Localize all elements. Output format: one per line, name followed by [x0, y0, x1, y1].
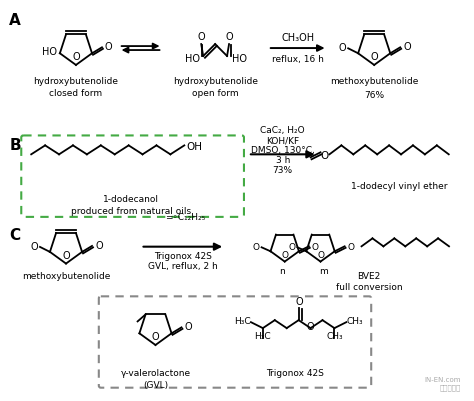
- Text: CH₃: CH₃: [326, 331, 343, 340]
- Text: methoxybutenolide: methoxybutenolide: [22, 271, 110, 280]
- Text: O: O: [403, 42, 411, 52]
- Text: GVL, reflux, 2 h: GVL, reflux, 2 h: [148, 261, 218, 270]
- Text: CH₃OH: CH₃OH: [281, 33, 314, 43]
- Text: O: O: [296, 296, 303, 306]
- Text: γ-valerolactone
(GVL): γ-valerolactone (GVL): [120, 368, 191, 389]
- Text: CaC₂, H₂O: CaC₂, H₂O: [260, 126, 305, 135]
- Text: 1-dodecyl vinyl ether: 1-dodecyl vinyl ether: [351, 182, 447, 190]
- Text: O: O: [312, 242, 319, 251]
- Text: CH₃: CH₃: [346, 316, 363, 325]
- Text: O: O: [317, 250, 324, 259]
- FancyBboxPatch shape: [21, 136, 244, 217]
- Text: BVE2: BVE2: [357, 271, 381, 280]
- Text: O: O: [338, 43, 346, 53]
- Text: O: O: [152, 331, 159, 341]
- Text: HO: HO: [185, 54, 200, 64]
- Text: O: O: [253, 242, 260, 251]
- Text: DMSO, 130°C,: DMSO, 130°C,: [251, 146, 315, 155]
- Text: O: O: [184, 322, 192, 332]
- Text: m: m: [319, 266, 328, 275]
- Text: O: O: [225, 32, 233, 42]
- Text: 76%: 76%: [364, 91, 384, 99]
- Text: full conversion: full conversion: [336, 283, 402, 292]
- Text: KOH/KF: KOH/KF: [266, 136, 299, 145]
- Text: H₃C: H₃C: [255, 331, 271, 340]
- Text: HO: HO: [42, 47, 57, 57]
- Text: H₃C: H₃C: [234, 316, 251, 325]
- Text: O: O: [370, 52, 378, 62]
- Text: reflux, 16 h: reflux, 16 h: [272, 55, 324, 64]
- Text: hydroxybutenolide
open form: hydroxybutenolide open form: [173, 77, 258, 97]
- Text: 1-dodecanol
produced from natural oils: 1-dodecanol produced from natural oils: [71, 194, 191, 215]
- Text: O: O: [288, 242, 295, 251]
- Text: Trigonox 42S: Trigonox 42S: [266, 368, 324, 377]
- Text: =◦C₁₂H₂₅: =◦C₁₂H₂₅: [165, 212, 205, 221]
- Text: 3 h: 3 h: [275, 156, 290, 165]
- Text: C: C: [9, 227, 20, 242]
- Text: O: O: [72, 52, 80, 62]
- Text: O: O: [105, 42, 112, 52]
- Text: OH: OH: [186, 142, 202, 152]
- Text: IN-EN.com
国际能源网: IN-EN.com 国际能源网: [424, 376, 461, 390]
- FancyBboxPatch shape: [99, 297, 371, 388]
- Text: O: O: [320, 151, 328, 161]
- Text: O: O: [281, 250, 288, 259]
- Text: O: O: [197, 32, 205, 42]
- Text: B: B: [9, 138, 21, 153]
- Text: O: O: [30, 241, 38, 251]
- Text: Trigonox 42S: Trigonox 42S: [154, 251, 212, 260]
- Text: n: n: [279, 266, 284, 275]
- Text: methoxybutenolide: methoxybutenolide: [330, 77, 419, 86]
- Text: O: O: [62, 250, 70, 260]
- Text: O: O: [95, 240, 103, 250]
- Text: O: O: [347, 242, 355, 251]
- Text: hydroxybutenolide
closed form: hydroxybutenolide closed form: [34, 77, 118, 97]
- Text: 73%: 73%: [273, 166, 293, 175]
- Text: A: A: [9, 13, 21, 28]
- Text: HO: HO: [232, 54, 247, 64]
- Text: O: O: [307, 321, 314, 331]
